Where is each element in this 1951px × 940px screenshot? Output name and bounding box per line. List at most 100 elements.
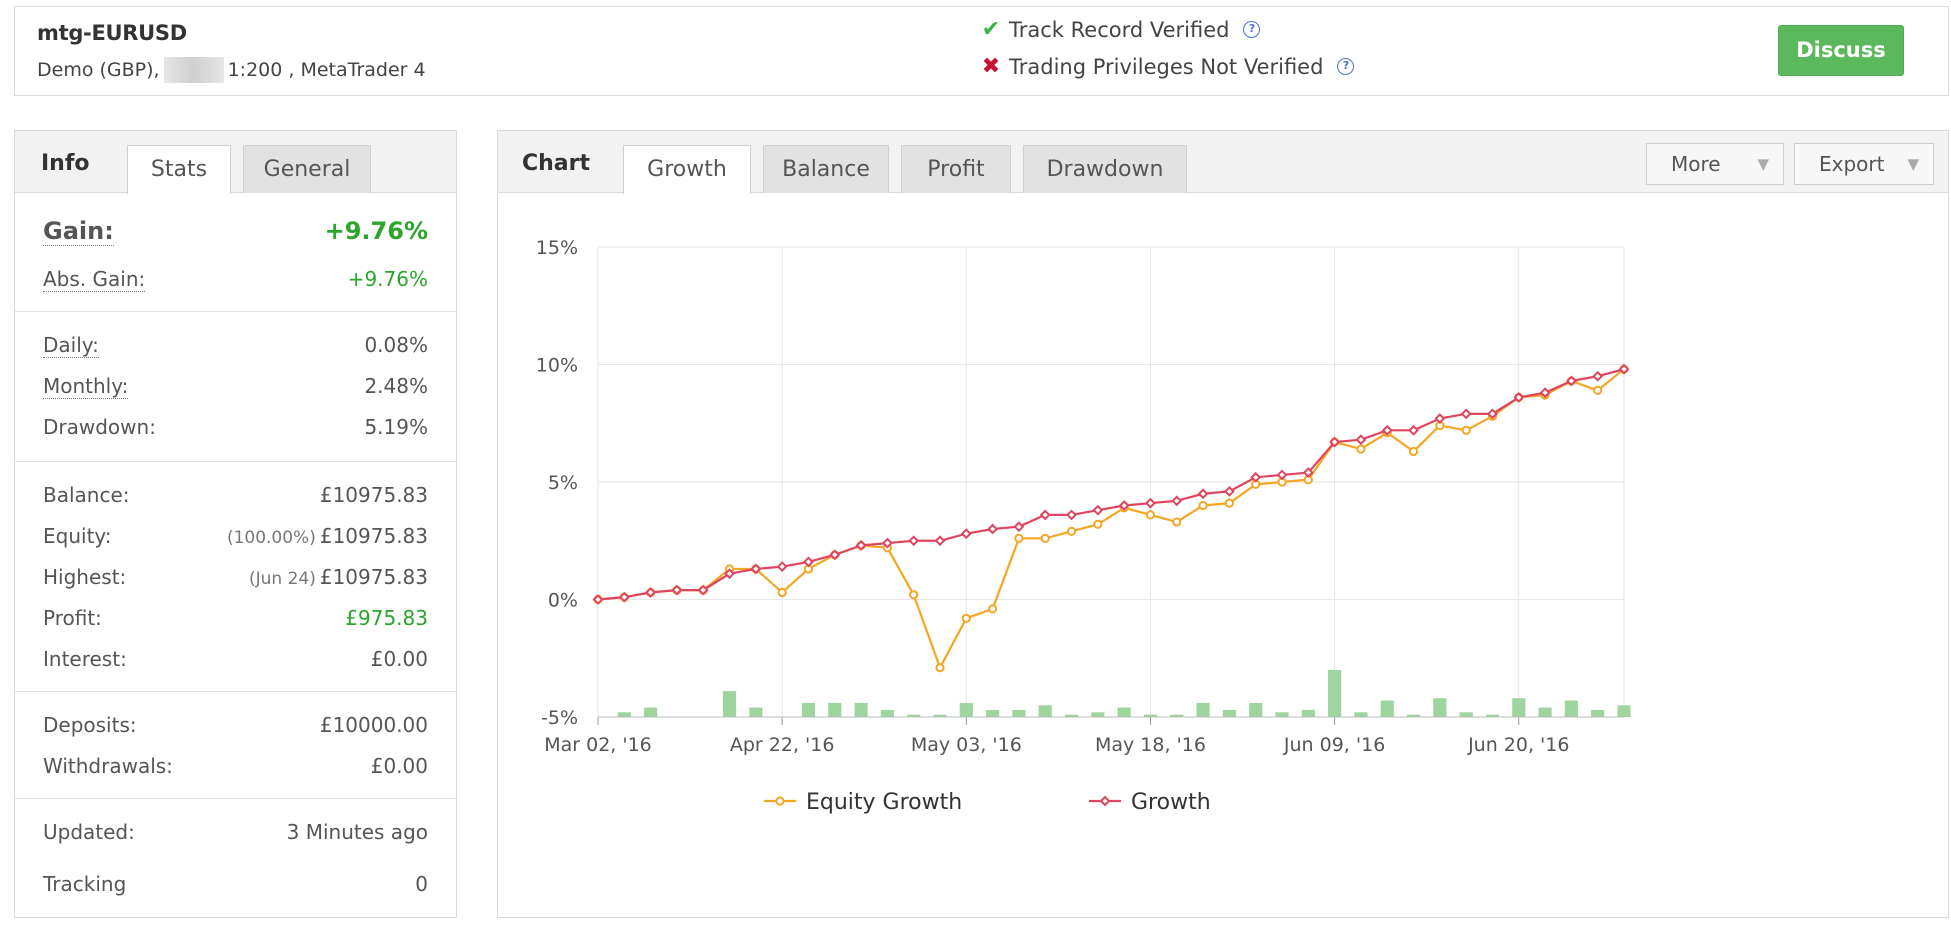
growth-point — [1355, 434, 1367, 446]
deposits-row: Deposits: £10000.00 — [43, 713, 428, 737]
growth-point — [1197, 488, 1209, 500]
equity-point — [1408, 446, 1419, 457]
daily-label[interactable]: Daily: — [43, 333, 99, 358]
growth-point — [1276, 469, 1288, 481]
export-dropdown[interactable]: Export ▼ — [1794, 143, 1934, 185]
interest-label: Interest: — [43, 647, 127, 671]
growth-point — [1092, 504, 1104, 516]
growth-point — [592, 594, 604, 605]
equity-point — [1145, 510, 1156, 520]
chart-legend[interactable]: Equity Growth Growth — [764, 790, 1211, 815]
volume-bar — [801, 702, 816, 717]
checkmark-icon: ✔ — [981, 17, 1001, 42]
highest-value-group: (Jun 24) £10975.83 — [249, 565, 428, 589]
gain-value: +9.76% — [324, 217, 428, 245]
x-tick-label: May 18, '16 — [1095, 734, 1206, 756]
drawdown-row: Drawdown: 5.19% — [43, 415, 428, 439]
growth-point — [960, 528, 972, 540]
volume-bar — [1222, 709, 1236, 717]
chart-heading: Chart — [522, 151, 591, 176]
growth-point — [1039, 509, 1051, 521]
withdrawals-value: £0.00 — [370, 754, 428, 778]
growth-point — [908, 535, 920, 547]
drawdown-value: 5.19% — [364, 415, 428, 439]
volume-bar — [1170, 714, 1184, 717]
help-icon[interactable]: ? — [1243, 21, 1261, 38]
volume-bar — [1380, 700, 1394, 717]
account-header: mtg-EURUSD Demo (GBP), 1:200 , MetaTrade… — [14, 6, 1949, 96]
growth-point — [1223, 485, 1235, 497]
volume-bar — [617, 712, 631, 717]
info-panel: Info Stats General Gain: +9.76% Abs. Gai… — [14, 130, 457, 918]
y-tick-label: 0% — [548, 590, 578, 612]
tab-stats[interactable]: Stats — [127, 145, 231, 194]
growth-point — [1592, 370, 1604, 382]
volume-bar — [644, 707, 658, 717]
monthly-label[interactable]: Monthly: — [43, 374, 129, 399]
daily-value: 0.08% — [364, 333, 428, 357]
growth-point — [645, 587, 657, 598]
discuss-button[interactable]: Discuss — [1778, 25, 1904, 76]
tab-drawdown[interactable]: Drawdown — [1023, 145, 1187, 193]
divider — [15, 691, 456, 692]
x-tick-label: Jun 09, '16 — [1283, 734, 1385, 756]
y-tick-label: 10% — [536, 355, 578, 377]
x-tick-label: May 03, '16 — [911, 734, 1022, 756]
abs-gain-value: +9.76% — [347, 267, 428, 291]
growth-point — [724, 568, 735, 580]
volume-bar — [933, 714, 947, 717]
monthly-row: Monthly: 2.48% — [43, 374, 428, 399]
growth-point — [829, 549, 841, 561]
trading-privileges-status: ✖ Trading Privileges Not Verified ? — [979, 54, 1355, 79]
updated-label: Updated: — [43, 820, 135, 844]
legend-marker — [775, 796, 785, 806]
growth-point — [1381, 424, 1393, 436]
growth-point — [987, 523, 999, 535]
growth-point — [671, 584, 683, 596]
tab-balance[interactable]: Balance — [763, 145, 889, 193]
volume-bar — [1143, 714, 1158, 717]
volume-bar — [1301, 709, 1315, 717]
equity-point — [1093, 519, 1103, 529]
divider — [15, 798, 456, 799]
equity-point — [1593, 385, 1603, 395]
abs-gain-label[interactable]: Abs. Gain: — [43, 267, 146, 292]
tab-growth[interactable]: Growth — [623, 145, 751, 194]
growth-point — [855, 540, 867, 551]
volume-bar — [1433, 698, 1447, 717]
series-line-0 — [597, 368, 1625, 671]
volume-bar — [1038, 705, 1052, 717]
gain-label[interactable]: Gain: — [43, 217, 114, 246]
chevron-down-icon: ▼ — [1907, 155, 1919, 173]
growth-point — [1329, 436, 1341, 448]
growth-point — [934, 535, 946, 547]
equity-label: Equity: — [43, 524, 112, 548]
tracking-value: 0 — [415, 872, 428, 896]
balance-row: Balance: £10975.83 — [43, 483, 428, 507]
more-dropdown[interactable]: More ▼ — [1646, 143, 1784, 185]
interest-value: £0.00 — [370, 647, 428, 671]
updated-row: Updated: 3 Minutes ago — [43, 820, 428, 844]
equity-point — [1066, 526, 1077, 536]
x-tick-label: Apr 22, '16 — [730, 734, 835, 756]
x-tick-label: Jun 20, '16 — [1467, 734, 1569, 756]
info-tabbar: Info Stats General — [15, 131, 456, 194]
more-label: More — [1671, 152, 1721, 176]
equity-point — [1198, 500, 1208, 511]
balance-label: Balance: — [43, 483, 130, 507]
help-icon[interactable]: ? — [1337, 58, 1355, 75]
tab-profit[interactable]: Profit — [901, 145, 1011, 193]
equity-value-group: (100.00%) £10975.83 — [227, 524, 428, 548]
chart-axes: 15% 10% 5% 0% -5% Mar 02, '16 Apr 22, '16 May 0… — [536, 237, 1624, 756]
volume-bar — [1459, 712, 1473, 717]
withdrawals-row: Withdrawals: £0.00 — [43, 754, 428, 778]
volume-bar — [749, 707, 763, 717]
tab-general[interactable]: General — [243, 145, 371, 193]
profit-value: £975.83 — [345, 606, 428, 630]
equity-point — [961, 613, 971, 623]
cross-icon: ✖ — [981, 54, 1001, 79]
chart-bars — [617, 670, 1631, 717]
divider — [15, 311, 456, 312]
volume-bar — [1012, 709, 1026, 717]
growth-point — [1434, 413, 1446, 424]
